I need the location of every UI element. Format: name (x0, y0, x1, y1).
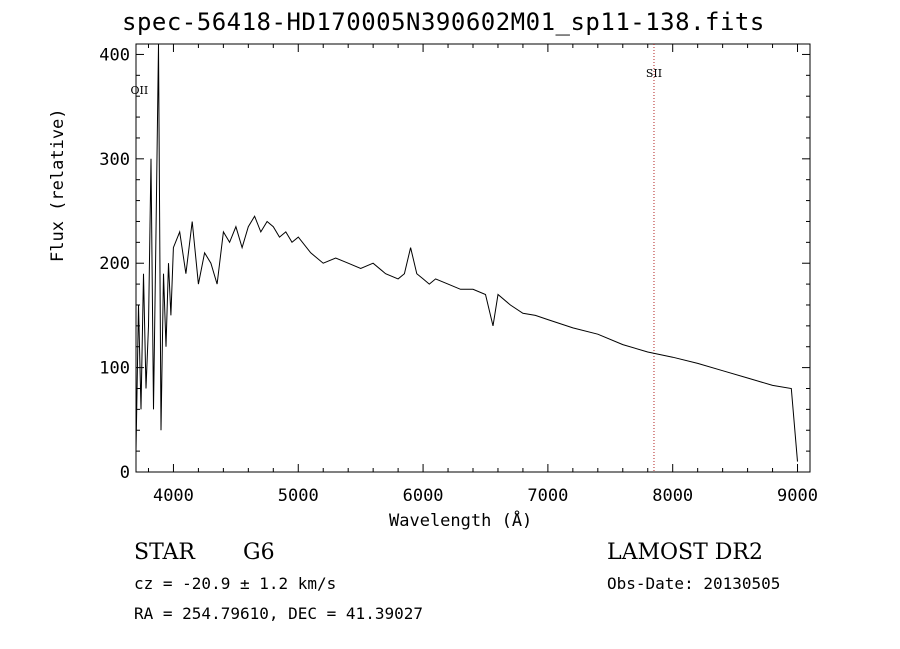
y-tick-label: 300 (99, 150, 130, 170)
plot-frame (135, 43, 811, 473)
obs-date-text: Obs-Date: 20130505 (607, 574, 781, 593)
x-tick-label: 4000 (153, 486, 194, 506)
coordinates-text: RA = 254.79610, DEC = 41.39027 (134, 604, 423, 623)
x-tick-label: 8000 (652, 486, 693, 506)
object-type: STAR (134, 540, 195, 565)
redshift-text: cz = -20.9 ± 1.2 km/s (134, 574, 337, 593)
y-axis-label: Flux (relative) (48, 108, 68, 262)
x-axis-label: Wavelength (Å) (389, 511, 533, 531)
y-tick-label: 100 (99, 359, 130, 379)
spectral-subclass: G6 (243, 540, 275, 565)
chart-title: spec-56418-HD170005N390602M01_sp11-138.f… (122, 8, 765, 36)
annotations: OII SII (131, 44, 662, 472)
annotation-label: OII (131, 84, 149, 97)
annotation-label: SII (646, 67, 662, 80)
y-axis: 0 100 200 300 400 (99, 45, 810, 483)
x-tick-label: 9000 (777, 486, 818, 506)
survey-name: LAMOST DR2 (607, 540, 763, 565)
y-tick-label: 200 (99, 254, 130, 274)
y-tick-label: 0 (120, 463, 130, 483)
x-tick-label: 7000 (527, 486, 568, 506)
x-axis: 4000 5000 6000 7000 8000 9000 (147, 44, 818, 506)
y-tick-label: 400 (99, 45, 130, 65)
spectrum-line (135, 43, 798, 462)
x-tick-label: 5000 (278, 486, 319, 506)
x-tick-label: 6000 (403, 486, 444, 506)
